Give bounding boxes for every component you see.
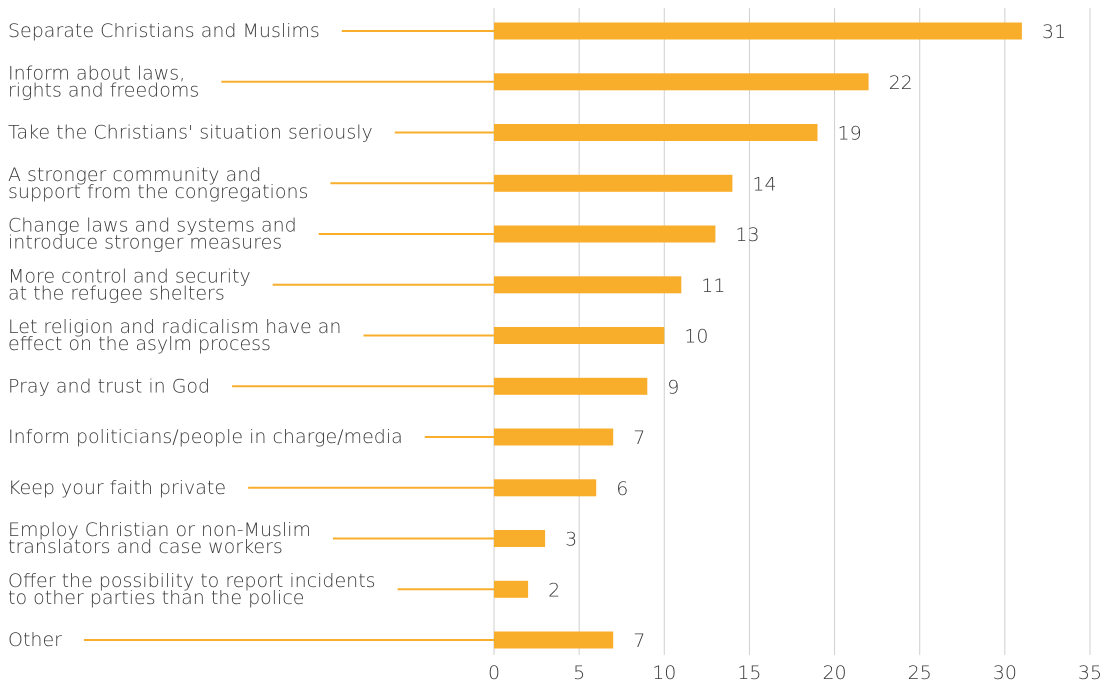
data-label: 14 [752,173,776,195]
category-label-line: Other [8,629,62,651]
category-label-line: Offer the possibility to report incident… [8,570,376,592]
bar [494,174,733,192]
bar [494,22,1022,40]
bar [494,124,818,141]
category-label-line: Pray and trust in God [8,375,210,397]
x-tick-label: 15 [737,662,761,684]
category-label-line: rights and freedoms [8,79,199,101]
category-label-line: Inform about laws, [8,62,185,84]
x-tick-label: 10 [652,662,676,684]
bar [494,580,529,598]
category-label: Other [8,629,62,651]
x-tick-label: 25 [908,662,932,684]
data-label: 31 [1042,21,1066,43]
category-label-line: More control and security [8,265,251,287]
data-label: 7 [633,630,645,652]
category-label-line: A stronger community and [8,164,261,186]
category-label-line: Let religion and radicalism have an [8,316,341,338]
x-tick-label: 5 [573,662,585,684]
data-label: 22 [889,72,913,94]
data-labels: 31 22 19 14 13 11 10 9 7 6 3 2 7 [548,21,1066,652]
data-label: 2 [548,579,560,601]
x-tick-label: 0 [488,662,500,684]
category-label: Keep your faith private [8,477,226,499]
bar [494,631,614,649]
category-label-line: Take the Christians' situation seriously [8,122,373,144]
category-label: Let religion and radicalism have an effec… [8,316,341,355]
bar [494,530,546,547]
data-label: 11 [701,275,725,297]
data-label: 13 [735,224,759,246]
bar [494,73,869,91]
category-label: Inform about laws, rights and freedoms [8,62,199,101]
data-label: 3 [565,529,577,551]
data-label: 19 [838,123,862,145]
category-label: Take the Christians' situation seriously [8,122,373,144]
bar [494,479,597,497]
category-label-line: effect on the asylm process [8,333,271,355]
data-label: 9 [667,376,679,398]
category-label-line: introduce stronger measures [8,232,282,254]
bar [494,327,665,344]
x-tick-label: 30 [993,662,1017,684]
category-label-line: to other parties than the police [8,587,304,609]
category-labels: Separate Christians and Muslims Inform ab… [8,20,403,651]
data-label: 6 [616,478,628,500]
category-label-line: Separate Christians and Muslims [8,20,320,42]
category-label: Separate Christians and Muslims [8,20,320,42]
data-label: 10 [684,326,708,348]
category-label-line: Inform politicians/people in charge/medi… [8,426,403,448]
category-label-line: support from the congregations [8,181,308,203]
bar [494,225,716,243]
bars [494,22,1022,649]
category-label-line: translators and case workers [8,536,283,558]
bar [494,276,682,294]
x-tick-label: 35 [1078,662,1102,684]
category-label-line: at the refugee shelters [8,282,225,304]
category-label: A stronger community and support from the… [8,164,308,203]
category-label-line: Employ Christian or non-Muslim [8,519,311,541]
category-label: Change laws and systems and introduce str… [8,215,297,254]
bar [494,428,614,446]
category-label: Inform politicians/people in charge/medi… [8,426,403,448]
data-label: 7 [633,427,645,449]
category-label-line: Keep your faith private [8,477,226,499]
x-tick-label: 20 [822,662,846,684]
category-label: Offer the possibility to report incident… [8,570,376,609]
bar [494,377,648,395]
x-axis-ticks: 0 5 10 15 20 25 30 35 [488,662,1102,684]
leader-lines [84,30,494,641]
category-label: More control and security at the refugee … [8,265,251,304]
category-label: Employ Christian or non-Muslim translator… [8,519,311,558]
category-label-line: Change laws and systems and [8,215,297,237]
category-label: Pray and trust in God [8,375,210,397]
